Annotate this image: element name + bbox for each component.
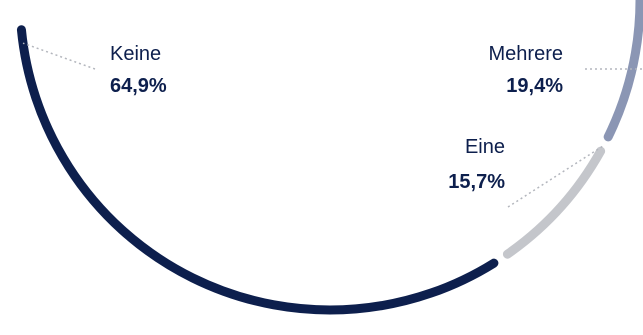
arc-slice-eine <box>502 146 606 259</box>
label-eine: Eine <box>465 136 505 158</box>
leader-lines <box>22 42 643 208</box>
arc-slices <box>16 0 643 315</box>
value-mehrere: 19,4% <box>506 75 563 97</box>
leader-eine <box>507 144 605 208</box>
leader-keine <box>22 42 96 70</box>
label-keine: Keine <box>110 43 161 65</box>
value-eine: 15,7% <box>448 171 505 193</box>
value-keine: 64,9% <box>110 75 167 97</box>
arc-slice-mehrere <box>603 0 643 142</box>
arc-slice-keine <box>16 25 499 315</box>
label-mehrere: Mehrere <box>489 43 563 65</box>
data-labels: Keine 64,9% Mehrere 19,4% Eine 15,7% <box>110 43 563 193</box>
